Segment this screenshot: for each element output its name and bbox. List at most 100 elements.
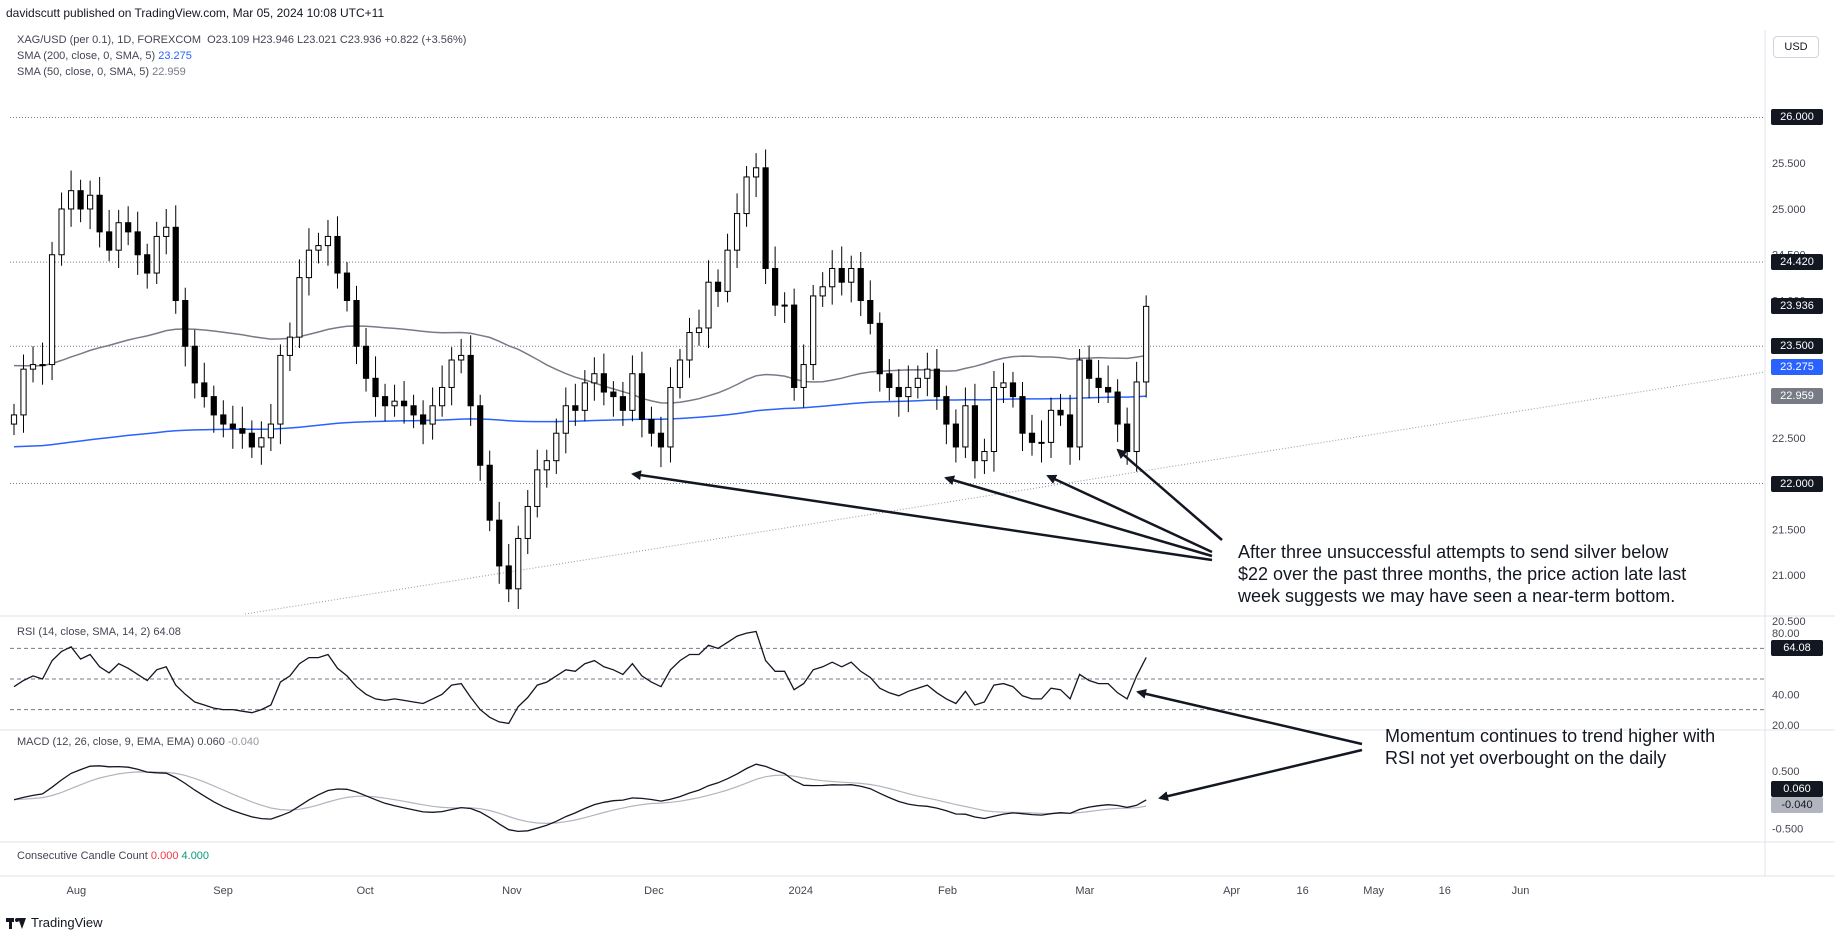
candle-body xyxy=(629,373,636,411)
candle-body xyxy=(791,304,798,388)
sma200-value: 23.275 xyxy=(158,50,192,62)
candle-body xyxy=(762,167,769,269)
time-tick-label: 16 xyxy=(1439,885,1451,897)
candle-body xyxy=(772,267,779,306)
candle-body xyxy=(610,391,617,398)
candle-body xyxy=(886,373,893,388)
candle-body xyxy=(933,368,940,398)
candle-body xyxy=(448,359,455,388)
candle-body xyxy=(77,190,84,210)
macd-label: MACD (12, 26, close, 9, EMA, EMA) xyxy=(17,736,195,748)
candle-body xyxy=(343,272,351,302)
candle-body xyxy=(182,300,189,347)
candle-body xyxy=(905,386,912,398)
time-tick-label: Jun xyxy=(1512,885,1530,897)
time-tick-label: 2024 xyxy=(789,885,813,897)
candle-body xyxy=(810,295,817,366)
candle-count-label: Consecutive Candle Count xyxy=(17,850,148,862)
candle-body xyxy=(286,336,294,356)
symbol-legend[interactable]: XAG/USD (per 0.1), 1D, FOREXCOM O23.109 … xyxy=(17,34,466,46)
time-tick-label: May xyxy=(1363,885,1384,897)
sma200-label: SMA (200, close, 0, SMA, 5) xyxy=(17,50,156,62)
candle-body xyxy=(505,565,512,590)
candle-body xyxy=(172,226,179,302)
candle-body xyxy=(600,373,607,393)
candle-body xyxy=(381,396,389,407)
candle-body xyxy=(714,281,722,292)
candle-body xyxy=(58,208,65,256)
candle-body xyxy=(353,300,360,347)
candle-body xyxy=(153,235,160,274)
candle-body xyxy=(1114,391,1121,425)
price-badge-24.420: 24.420 xyxy=(1771,254,1823,271)
time-tick-label: Feb xyxy=(938,885,957,897)
candle-body xyxy=(838,267,845,283)
candle-count-legend[interactable]: Consecutive Candle Count 0.000 4.000 xyxy=(17,850,209,862)
candle-body xyxy=(324,235,332,247)
sma50-line xyxy=(13,325,1147,404)
candle-body xyxy=(410,405,417,416)
currency-button[interactable]: USD xyxy=(1773,36,1819,58)
candle-body xyxy=(543,460,550,471)
candle-body xyxy=(315,245,322,251)
price-badge-23.500: 23.500 xyxy=(1771,338,1823,355)
candle-body xyxy=(743,176,750,215)
candle-body xyxy=(829,267,836,288)
candle-body xyxy=(876,322,883,375)
candle-body xyxy=(1143,305,1150,383)
annotation-bottom-line1: After three unsuccessful attempts to sen… xyxy=(1238,542,1669,562)
candle-body xyxy=(267,423,274,439)
price-tick-label: 25.500 xyxy=(1772,158,1806,170)
candle-body xyxy=(1105,386,1112,393)
candle-body xyxy=(800,364,807,388)
candle-body xyxy=(106,231,113,251)
candle-body xyxy=(781,304,788,307)
candle-body xyxy=(895,386,902,398)
rsi-tick-label: 80.00 xyxy=(1772,628,1800,640)
candle-body xyxy=(924,368,931,379)
macd-signal-line xyxy=(13,771,1147,825)
annotation-momentum-line1: Momentum continues to trend higher with xyxy=(1385,726,1716,746)
rsi-tick-label: 40.00 xyxy=(1772,689,1800,701)
candle-body xyxy=(458,354,465,361)
candle-body xyxy=(724,249,731,292)
candle-body xyxy=(96,194,103,233)
macd-legend[interactable]: MACD (12, 26, close, 9, EMA, EMA) 0.060 … xyxy=(17,736,259,748)
candle-body xyxy=(420,414,427,425)
candle-body xyxy=(1095,377,1102,388)
candle-body xyxy=(562,405,569,434)
footer-brand[interactable]: TradingView xyxy=(6,915,103,930)
candle-body xyxy=(210,396,217,416)
candle-body xyxy=(334,235,341,274)
sma50-legend[interactable]: SMA (50, close, 0, SMA, 5) 22.959 xyxy=(17,66,186,78)
candle-body xyxy=(648,418,655,434)
rsi-legend[interactable]: RSI (14, close, SMA, 14, 2) 64.08 xyxy=(17,626,181,638)
price-badge-26.000: 26.000 xyxy=(1771,109,1823,126)
sma200-legend[interactable]: SMA (200, close, 0, SMA, 5) 23.275 xyxy=(17,50,192,62)
candle-body xyxy=(296,277,303,338)
ohlc-values: O23.109 H23.946 L23.021 C23.936 +0.822 (… xyxy=(207,34,467,46)
candle-body xyxy=(1076,359,1083,448)
candle-body xyxy=(258,437,265,448)
candle-body xyxy=(429,405,436,425)
rsi-label: RSI (14, close, SMA, 14, 2) xyxy=(17,626,151,638)
macd-line xyxy=(13,763,1147,833)
candle-body xyxy=(952,423,959,448)
candle-body xyxy=(1038,441,1045,444)
candle-body xyxy=(591,373,598,384)
candle-body xyxy=(695,327,703,334)
annotation-momentum: Momentum continues to trend higher with … xyxy=(1385,725,1715,769)
candle-body xyxy=(39,364,46,367)
candle-body xyxy=(400,400,408,407)
candle-body xyxy=(581,382,588,411)
annotation-bottom-line3: week suggests we may have seen a near-te… xyxy=(1238,586,1676,606)
macd-badge: 0.060 xyxy=(1771,781,1823,797)
candle-body xyxy=(981,451,988,462)
price-badge-22.959: 22.959 xyxy=(1771,387,1823,404)
candle-body xyxy=(87,194,94,210)
candle-body xyxy=(439,386,446,407)
candle-body xyxy=(534,469,541,507)
candle-body xyxy=(752,167,760,178)
candle-body xyxy=(1028,432,1036,443)
